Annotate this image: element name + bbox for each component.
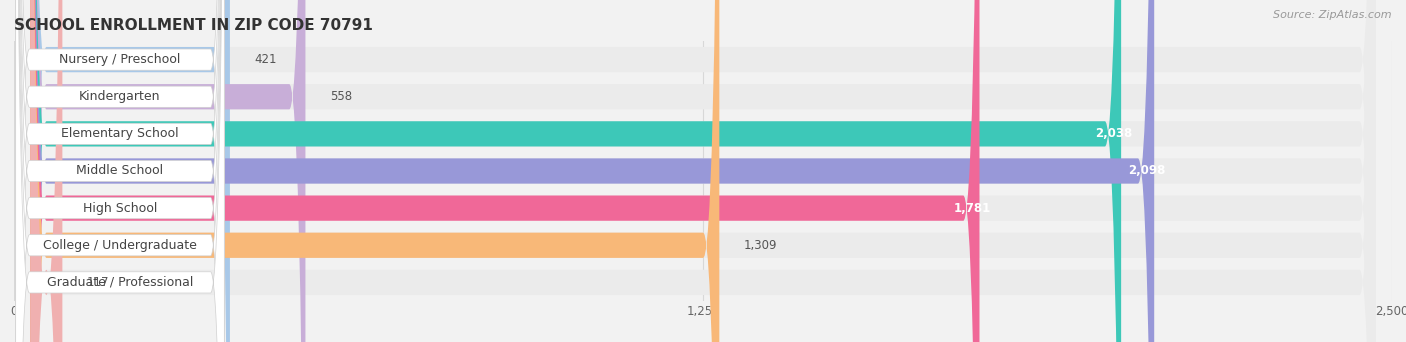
FancyBboxPatch shape (15, 0, 225, 342)
FancyBboxPatch shape (31, 0, 1375, 342)
FancyBboxPatch shape (15, 0, 225, 342)
Text: 117: 117 (87, 276, 110, 289)
Text: SCHOOL ENROLLMENT IN ZIP CODE 70791: SCHOOL ENROLLMENT IN ZIP CODE 70791 (14, 18, 373, 33)
Text: 2,098: 2,098 (1128, 165, 1166, 177)
Text: 2,038: 2,038 (1095, 127, 1132, 140)
FancyBboxPatch shape (31, 0, 305, 342)
Text: College / Undergraduate: College / Undergraduate (44, 239, 197, 252)
Text: 421: 421 (254, 53, 277, 66)
Text: Kindergarten: Kindergarten (79, 90, 160, 103)
FancyBboxPatch shape (15, 0, 225, 342)
FancyBboxPatch shape (15, 0, 225, 342)
Text: 558: 558 (329, 90, 352, 103)
FancyBboxPatch shape (31, 0, 1375, 342)
Text: Elementary School: Elementary School (62, 127, 179, 140)
FancyBboxPatch shape (15, 0, 225, 342)
FancyBboxPatch shape (31, 0, 1121, 342)
FancyBboxPatch shape (31, 0, 231, 342)
Text: Source: ZipAtlas.com: Source: ZipAtlas.com (1274, 10, 1392, 20)
FancyBboxPatch shape (15, 0, 225, 342)
Text: 1,309: 1,309 (744, 239, 778, 252)
FancyBboxPatch shape (31, 0, 980, 342)
FancyBboxPatch shape (31, 0, 1375, 342)
Text: 1,781: 1,781 (953, 202, 991, 215)
FancyBboxPatch shape (31, 0, 720, 342)
FancyBboxPatch shape (31, 0, 1154, 342)
Text: Nursery / Preschool: Nursery / Preschool (59, 53, 181, 66)
FancyBboxPatch shape (31, 0, 1375, 342)
FancyBboxPatch shape (31, 0, 1375, 342)
FancyBboxPatch shape (31, 0, 1375, 342)
FancyBboxPatch shape (15, 0, 225, 342)
Text: Middle School: Middle School (76, 165, 163, 177)
Text: High School: High School (83, 202, 157, 215)
FancyBboxPatch shape (31, 0, 1375, 342)
FancyBboxPatch shape (31, 0, 62, 342)
Text: Graduate / Professional: Graduate / Professional (46, 276, 193, 289)
